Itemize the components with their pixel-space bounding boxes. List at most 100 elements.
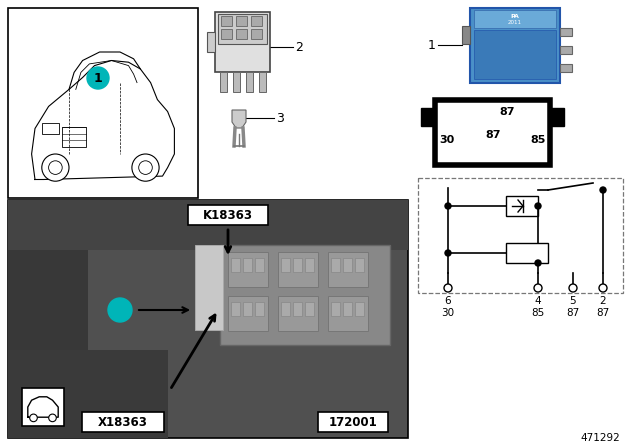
- Text: 3: 3: [276, 112, 284, 125]
- Bar: [281, 258, 290, 272]
- Bar: [281, 302, 290, 316]
- Bar: [207, 32, 215, 52]
- Bar: [462, 26, 470, 44]
- Bar: [278, 252, 318, 287]
- Bar: [42, 123, 59, 134]
- Bar: [355, 302, 364, 316]
- Circle shape: [445, 250, 451, 256]
- Text: 4: 4: [534, 296, 541, 306]
- Text: 471292: 471292: [580, 433, 620, 443]
- Bar: [231, 258, 240, 272]
- Bar: [243, 302, 252, 316]
- Text: 1: 1: [428, 39, 436, 52]
- Text: K18363: K18363: [203, 208, 253, 221]
- Circle shape: [49, 161, 62, 174]
- Circle shape: [139, 161, 152, 174]
- Bar: [246, 72, 253, 92]
- Bar: [435, 100, 550, 165]
- Bar: [236, 16, 247, 26]
- Bar: [255, 258, 264, 272]
- Bar: [8, 200, 408, 438]
- Text: 85: 85: [531, 308, 545, 318]
- Bar: [220, 72, 227, 92]
- Circle shape: [535, 260, 541, 266]
- Bar: [328, 252, 368, 287]
- Bar: [195, 245, 223, 330]
- Bar: [82, 412, 164, 432]
- Circle shape: [535, 203, 541, 209]
- Bar: [8, 8, 198, 198]
- Bar: [305, 302, 314, 316]
- Circle shape: [132, 154, 159, 181]
- Bar: [474, 30, 556, 79]
- Circle shape: [49, 414, 56, 422]
- Bar: [355, 258, 364, 272]
- Text: 2: 2: [295, 40, 303, 53]
- Bar: [328, 296, 368, 331]
- Circle shape: [534, 284, 542, 292]
- Text: 87: 87: [566, 308, 580, 318]
- Circle shape: [445, 203, 451, 209]
- Bar: [331, 258, 340, 272]
- Bar: [221, 16, 232, 26]
- Bar: [560, 28, 572, 36]
- Text: 1: 1: [93, 72, 102, 85]
- Bar: [188, 205, 268, 225]
- Bar: [343, 258, 352, 272]
- Text: 5: 5: [570, 296, 576, 306]
- Bar: [228, 252, 268, 287]
- Bar: [343, 302, 352, 316]
- Circle shape: [87, 67, 109, 89]
- Bar: [8, 250, 88, 438]
- Bar: [293, 258, 302, 272]
- Text: 2: 2: [600, 296, 606, 306]
- Bar: [421, 108, 435, 126]
- Bar: [231, 302, 240, 316]
- Bar: [255, 302, 264, 316]
- Bar: [251, 29, 262, 39]
- Bar: [560, 46, 572, 54]
- Text: 6: 6: [445, 296, 451, 306]
- Bar: [236, 29, 247, 39]
- Text: X18363: X18363: [98, 415, 148, 428]
- Bar: [233, 72, 240, 92]
- Text: 87: 87: [485, 130, 500, 140]
- Text: 30: 30: [442, 308, 454, 318]
- Text: 87: 87: [596, 308, 610, 318]
- Bar: [8, 200, 408, 250]
- Bar: [305, 258, 314, 272]
- Bar: [474, 10, 556, 28]
- Circle shape: [599, 284, 607, 292]
- Circle shape: [42, 154, 69, 181]
- Text: 172001: 172001: [328, 415, 378, 428]
- Bar: [243, 258, 252, 272]
- Bar: [470, 8, 560, 83]
- Text: 2011: 2011: [508, 20, 522, 25]
- Bar: [506, 243, 548, 263]
- Bar: [251, 16, 262, 26]
- Bar: [331, 302, 340, 316]
- Circle shape: [108, 298, 132, 322]
- Bar: [22, 388, 64, 426]
- Bar: [220, 245, 390, 345]
- Circle shape: [444, 284, 452, 292]
- Bar: [218, 14, 267, 44]
- Bar: [550, 108, 564, 126]
- Bar: [221, 29, 232, 39]
- Bar: [8, 350, 168, 438]
- Bar: [418, 178, 623, 293]
- Bar: [259, 72, 266, 92]
- Bar: [228, 296, 268, 331]
- Bar: [293, 302, 302, 316]
- Bar: [560, 64, 572, 72]
- Bar: [506, 196, 538, 216]
- Text: 85: 85: [531, 135, 546, 145]
- Circle shape: [29, 414, 37, 422]
- Text: 30: 30: [440, 135, 454, 145]
- Text: PA: PA: [511, 13, 520, 18]
- Circle shape: [600, 187, 606, 193]
- Polygon shape: [232, 110, 246, 128]
- Bar: [62, 127, 86, 147]
- Text: 1: 1: [116, 303, 124, 316]
- Circle shape: [569, 284, 577, 292]
